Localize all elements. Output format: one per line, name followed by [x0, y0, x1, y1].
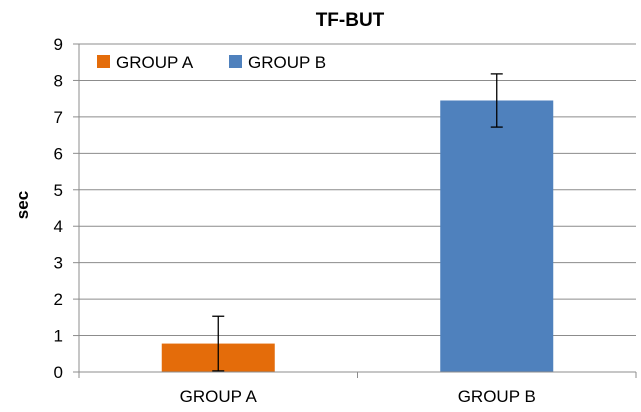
- x-tick-label: GROUP B: [458, 387, 536, 406]
- bar-group-b: [440, 100, 554, 372]
- legend-label: GROUP B: [248, 53, 326, 72]
- y-tick-label: 4: [54, 217, 63, 236]
- y-tick-label: 7: [54, 108, 63, 127]
- y-axis-label: sec: [13, 191, 32, 219]
- chart-title: TF-BUT: [316, 10, 385, 31]
- legend-swatch: [229, 55, 242, 68]
- legend-swatch: [97, 55, 110, 68]
- y-tick-label: 6: [54, 144, 63, 163]
- bar-layer: [161, 73, 554, 372]
- legend: GROUP A GROUP B: [97, 53, 326, 72]
- x-tick-label: GROUP A: [180, 387, 258, 406]
- y-tick-label: 3: [54, 254, 63, 273]
- y-tick-label: 8: [54, 71, 63, 90]
- axis-layer: 0 1 2 3 4 5 6 7 8 9 GROUP A GROUP B: [54, 35, 637, 406]
- y-tick-label: 9: [54, 35, 63, 54]
- grid-layer: [79, 43, 636, 337]
- y-tick-label: 0: [54, 363, 63, 382]
- legend-label: GROUP A: [116, 53, 194, 72]
- y-tick-label: 5: [54, 181, 63, 200]
- y-tick-label: 1: [54, 327, 63, 346]
- y-tick-label: 2: [54, 290, 63, 309]
